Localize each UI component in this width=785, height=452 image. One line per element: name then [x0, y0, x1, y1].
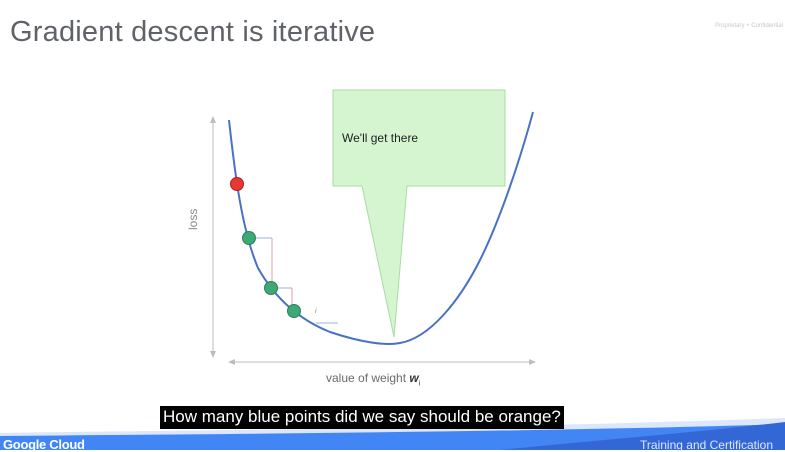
- x-axis-subscript: i: [418, 380, 421, 388]
- confidential-note: Proprietary + Confidential: [715, 23, 783, 29]
- step-point: [264, 281, 278, 295]
- y-axis: [210, 116, 216, 358]
- step-label: i: [315, 308, 317, 315]
- step-point: [242, 231, 256, 245]
- x-axis-label-text: value of weight: [326, 371, 407, 385]
- footer-brand: Google Cloud: [3, 437, 85, 452]
- x-axis-label: value of weight wi: [326, 371, 420, 387]
- callout-text: We'll get there: [342, 131, 419, 145]
- slide-title: Gradient descent is iterative: [10, 16, 376, 48]
- step-point: [287, 304, 301, 318]
- x-axis-symbol: w: [409, 371, 419, 385]
- gradient-steps: [250, 237, 338, 324]
- current-point: [230, 177, 244, 191]
- x-axis: [228, 359, 536, 365]
- callout-balloon: [332, 89, 506, 338]
- y-axis-label: loss: [186, 208, 200, 230]
- footer-band: [0, 418, 785, 450]
- video-caption: How many blue points did we say should b…: [160, 406, 564, 429]
- footer-right-text: Training and Certification: [640, 438, 773, 452]
